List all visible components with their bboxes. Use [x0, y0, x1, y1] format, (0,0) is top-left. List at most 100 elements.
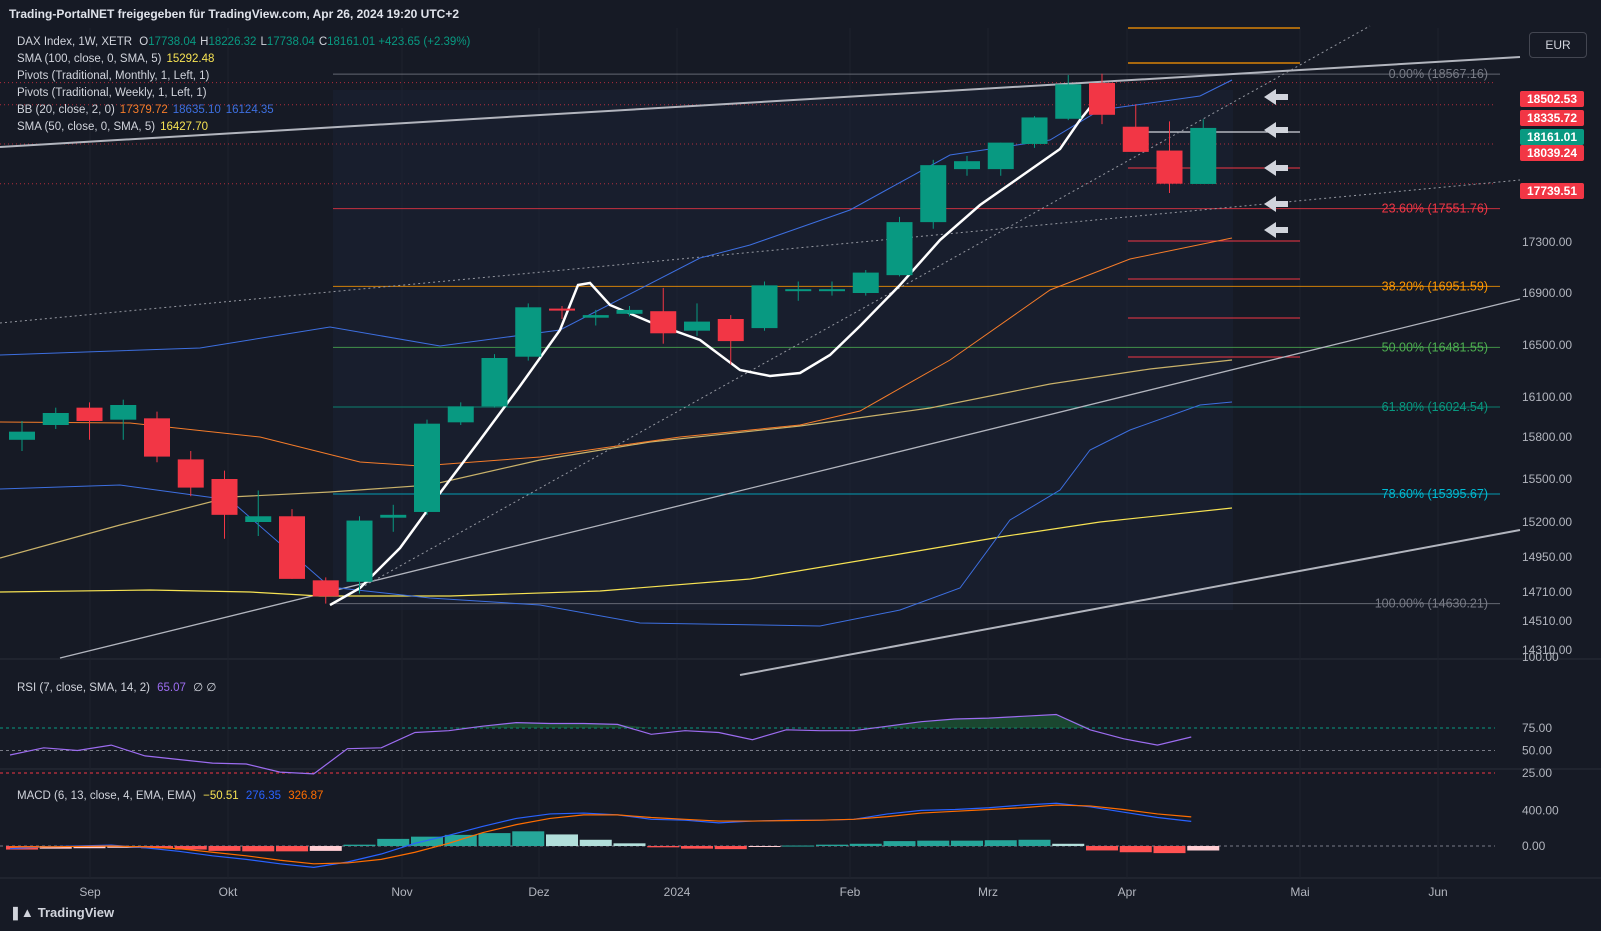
macd-hist-bar — [1018, 839, 1051, 846]
candle-body — [852, 272, 879, 293]
macd-hist-bar — [546, 834, 578, 846]
fib-label: 61.80% (16024.54) — [1382, 400, 1488, 414]
candle — [515, 303, 542, 361]
indicator-name: SMA (100, close, 0, SMA, 5) — [17, 53, 162, 65]
signal-line — [10, 804, 1192, 865]
candle-body — [245, 516, 272, 522]
macd-hist-bar — [444, 834, 477, 846]
candle — [447, 402, 474, 425]
indicator-legend-row[interactable]: SMA (100, close, 0, SMA, 5) 15292.48 — [17, 51, 470, 68]
candle — [819, 281, 845, 296]
macd-value-hist: −50.51 — [203, 790, 239, 802]
candle — [1089, 73, 1115, 125]
macd-hist-bar — [276, 846, 308, 852]
candle — [1122, 104, 1149, 152]
price-tag: 18161.01 — [1520, 129, 1584, 145]
indicator-value: 16124.35 — [225, 104, 274, 116]
candles — [9, 73, 1217, 604]
macd-hist-bar — [1119, 846, 1152, 853]
price-tag: 18335.72 — [1520, 110, 1584, 126]
indicator-legend-row[interactable]: Pivots (Traditional, Monthly, 1, Left, 1… — [17, 68, 470, 85]
time-tick-label: Mai — [1290, 885, 1309, 899]
price-axis: 17300.00 16900.00 16500.00 16100.00 15800.00… — [1522, 235, 1572, 664]
candle — [684, 303, 710, 336]
ohlc-o: O17738.04 — [139, 36, 197, 48]
price-tag-bg — [1520, 183, 1584, 199]
indicator-legend-row[interactable]: BB (20, close, 2, 0) 17379.72 18635.10 1612… — [17, 102, 470, 119]
candle-body — [954, 161, 980, 170]
fib-label: 78.60% (15395.67) — [1382, 487, 1488, 501]
candle-body — [447, 406, 474, 423]
change-value: +423.65 (+2.39%) — [378, 36, 471, 48]
macd-tick-label: 400.00 — [1522, 803, 1559, 817]
candle — [1021, 116, 1048, 148]
candle-body — [414, 423, 440, 512]
candle — [245, 490, 272, 536]
indicator-legend-row[interactable]: SMA (50, close, 0, SMA, 5) 16427.70 — [17, 119, 470, 136]
time-tick-label: Dez — [528, 885, 549, 899]
price-tag-label: 18039.24 — [1527, 146, 1577, 160]
rsi-tick-label: 25.00 — [1522, 766, 1552, 780]
price-tag: 18502.53 — [1520, 91, 1584, 107]
arrow-icon — [1264, 160, 1288, 176]
macd-hist-bar — [242, 846, 275, 852]
price-tick-label: 14510.00 — [1522, 614, 1572, 628]
candle-body — [177, 459, 204, 488]
price-tick-label: 14310.00 — [1522, 643, 1572, 657]
candle — [177, 451, 204, 497]
candle-body — [9, 431, 35, 440]
indicator-value: 17379.72 — [119, 104, 168, 116]
rsi-legend[interactable]: RSI (7, close, SMA, 14, 2) 65.07 ∅ ∅ — [17, 680, 216, 694]
candle — [312, 577, 339, 604]
macd-tick-label: 0.00 — [1522, 839, 1546, 853]
macd-legend[interactable]: MACD (6, 13, close, 4, EMA, EMA) −50.51 … — [17, 790, 323, 802]
price-tag-bg — [1520, 145, 1584, 161]
rsi-overbought-fill — [10, 714, 1192, 728]
macd-name: MACD (6, 13, close, 4, EMA, EMA) — [17, 790, 196, 802]
price-tick-label: 16500.00 — [1522, 338, 1572, 352]
candle-body — [582, 315, 609, 318]
indicator-value: 18635.10 — [172, 104, 221, 116]
trend-line-upper — [0, 56, 1521, 148]
candle — [987, 142, 1014, 176]
macd-hist-bar — [883, 841, 916, 846]
candle-body — [650, 311, 677, 334]
macd-hist-bar — [478, 833, 511, 846]
time-tick-label: Okt — [219, 885, 238, 899]
candle-body — [785, 289, 812, 292]
macd-hist-bar — [309, 846, 342, 851]
indicator-legend-row[interactable]: Pivots (Traditional, Weekly, 1, Left, 1) — [17, 85, 470, 102]
indicator-name: BB (20, close, 2, 0) — [17, 104, 115, 116]
time-tick-label: Nov — [391, 885, 412, 899]
macd-hist-bar — [343, 844, 376, 846]
price-tick-label: 15800.00 — [1522, 430, 1572, 444]
candle-body — [549, 308, 575, 311]
macd-hist-bar — [816, 844, 848, 846]
price-tag: 18039.24 — [1520, 145, 1584, 161]
macd-hist-bar — [681, 846, 713, 849]
candle-body — [211, 479, 238, 515]
candle — [346, 516, 373, 594]
tradingview-logo[interactable]: ❚▲ TradingView — [10, 905, 114, 921]
ohlc-values: O17738.04 H18226.32 L17738.04 C18161.01 — [135, 36, 375, 48]
fib-label: 100.00% (14630.21) — [1375, 597, 1488, 611]
indicator-list: SMA (100, close, 0, SMA, 5) 15292.48 Pivot… — [17, 51, 470, 136]
fib-label: 23.60% (17551.76) — [1382, 202, 1488, 216]
candle — [9, 421, 35, 451]
trend-line-lower — [739, 529, 1521, 676]
candle — [380, 504, 407, 532]
symbol-legend[interactable]: DAX Index, 1W, XETR O17738.04 H18226.32 L1… — [17, 34, 470, 51]
candle-body — [616, 309, 643, 314]
candle-body — [1089, 83, 1115, 115]
time-axis: Sep Okt Nov Dez 2024 Feb Mrz Apr Mai Jun — [79, 885, 1447, 899]
time-tick-label: Feb — [840, 885, 861, 899]
candle — [920, 159, 947, 229]
macd-hist-bar — [613, 843, 646, 846]
macd-hist-bar — [748, 846, 781, 847]
macd-hist-bar — [1187, 846, 1220, 851]
candle-body — [380, 514, 407, 518]
currency-button[interactable]: EUR — [1529, 32, 1587, 58]
macd-hist-bar — [174, 846, 207, 850]
arrow-icon — [1264, 89, 1288, 105]
